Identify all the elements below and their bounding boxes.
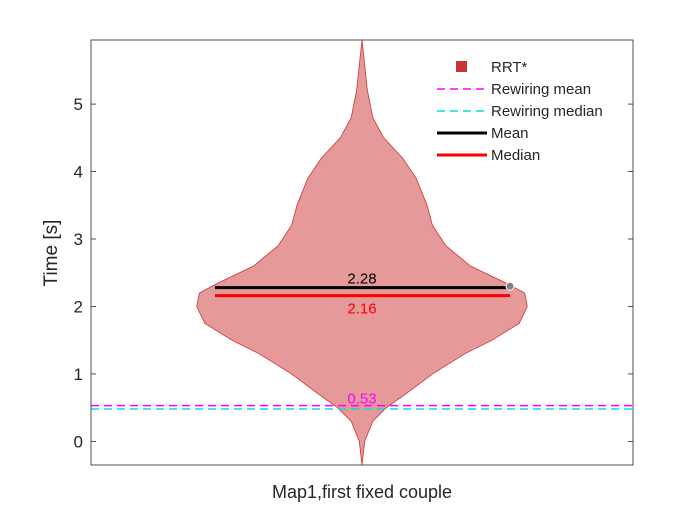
x-axis-label: Map1,first fixed couple	[272, 482, 452, 502]
y-tick-label: 4	[74, 163, 83, 182]
data-point-marker	[505, 281, 515, 291]
lines-layer	[91, 281, 633, 410]
legend-label: Mean	[491, 125, 529, 142]
y-tick-label: 0	[74, 432, 83, 451]
legend-label: Median	[491, 147, 540, 164]
y-axis-label: Time [s]	[41, 220, 62, 287]
y-tick-label: 5	[74, 95, 83, 114]
legend-label: RRT*	[491, 59, 528, 76]
value-annotation: 0.53	[347, 391, 376, 408]
legend: RRT* Rewiring mean Rewiring median Mean Medi…	[437, 59, 603, 164]
legend-label: Rewiring mean	[491, 81, 591, 98]
y-tick-label: 1	[74, 365, 83, 384]
labels-layer: 2.28 2.16 0.53	[347, 271, 376, 408]
y-tick-label: 3	[74, 230, 83, 249]
y-axis-ticks: 0 1 2 3 4 5	[74, 95, 633, 451]
value-annotation: 2.16	[347, 301, 376, 318]
legend-label: Rewiring median	[491, 103, 603, 120]
axes-box	[90, 39, 634, 466]
y-tick-label: 2	[74, 297, 83, 316]
value-annotation: 2.28	[347, 271, 376, 288]
legend-marker	[456, 61, 467, 72]
